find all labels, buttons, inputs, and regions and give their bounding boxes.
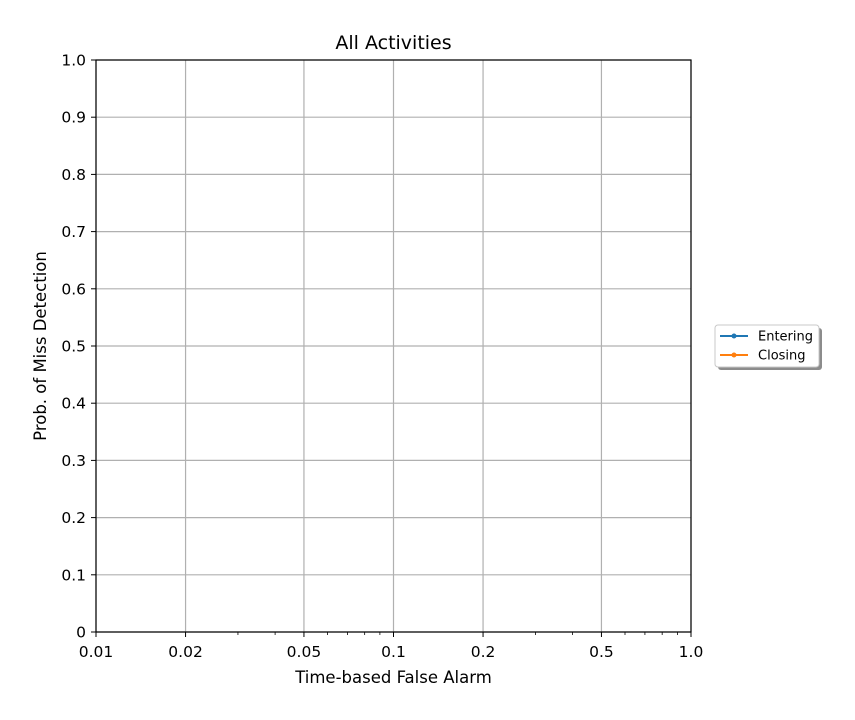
y-tick-label: 0.8 xyxy=(61,166,86,184)
y-tick-label: 0.9 xyxy=(61,109,86,127)
y-tick-label: 0.5 xyxy=(61,338,86,356)
y-tick-label: 0 xyxy=(76,624,86,642)
x-tick-label: 0.05 xyxy=(287,643,322,661)
legend-marker-entering xyxy=(731,333,737,339)
grid-lines xyxy=(95,59,692,633)
x-tick-label: 0.02 xyxy=(168,643,203,661)
legend-marker-closing xyxy=(731,352,737,358)
x-tick-label: 0.1 xyxy=(381,643,406,661)
y-axis-label: Prob. of Miss Detection xyxy=(31,251,50,441)
y-tick-label: 0.1 xyxy=(61,566,86,584)
x-tick-label: 0.01 xyxy=(79,643,114,661)
x-tick-label: 0.5 xyxy=(589,643,614,661)
y-tick-label: 0.2 xyxy=(61,509,86,527)
legend-label-closing: Closing xyxy=(758,349,806,364)
chart-title: All Activities xyxy=(335,32,451,54)
x-tick-label: 1.0 xyxy=(679,643,704,661)
y-tick-label: 0.6 xyxy=(61,280,86,298)
x-tick-label: 0.2 xyxy=(471,643,496,661)
legend: Entering Closing xyxy=(714,324,822,370)
y-tick-label: 0.7 xyxy=(61,223,86,241)
x-axis-label: Time-based False Alarm xyxy=(294,668,492,687)
y-tick-label: 0.4 xyxy=(61,395,86,413)
axis-ticks: 0.01 0.02 0.05 0.1 0.2 0.5 1.0 0 0.1 0.2 0.3 0.4 0.5… xyxy=(61,52,703,662)
y-tick-label: 0.3 xyxy=(61,452,86,470)
y-tick-label: 1.0 xyxy=(61,52,86,70)
legend-label-entering: Entering xyxy=(758,330,813,345)
